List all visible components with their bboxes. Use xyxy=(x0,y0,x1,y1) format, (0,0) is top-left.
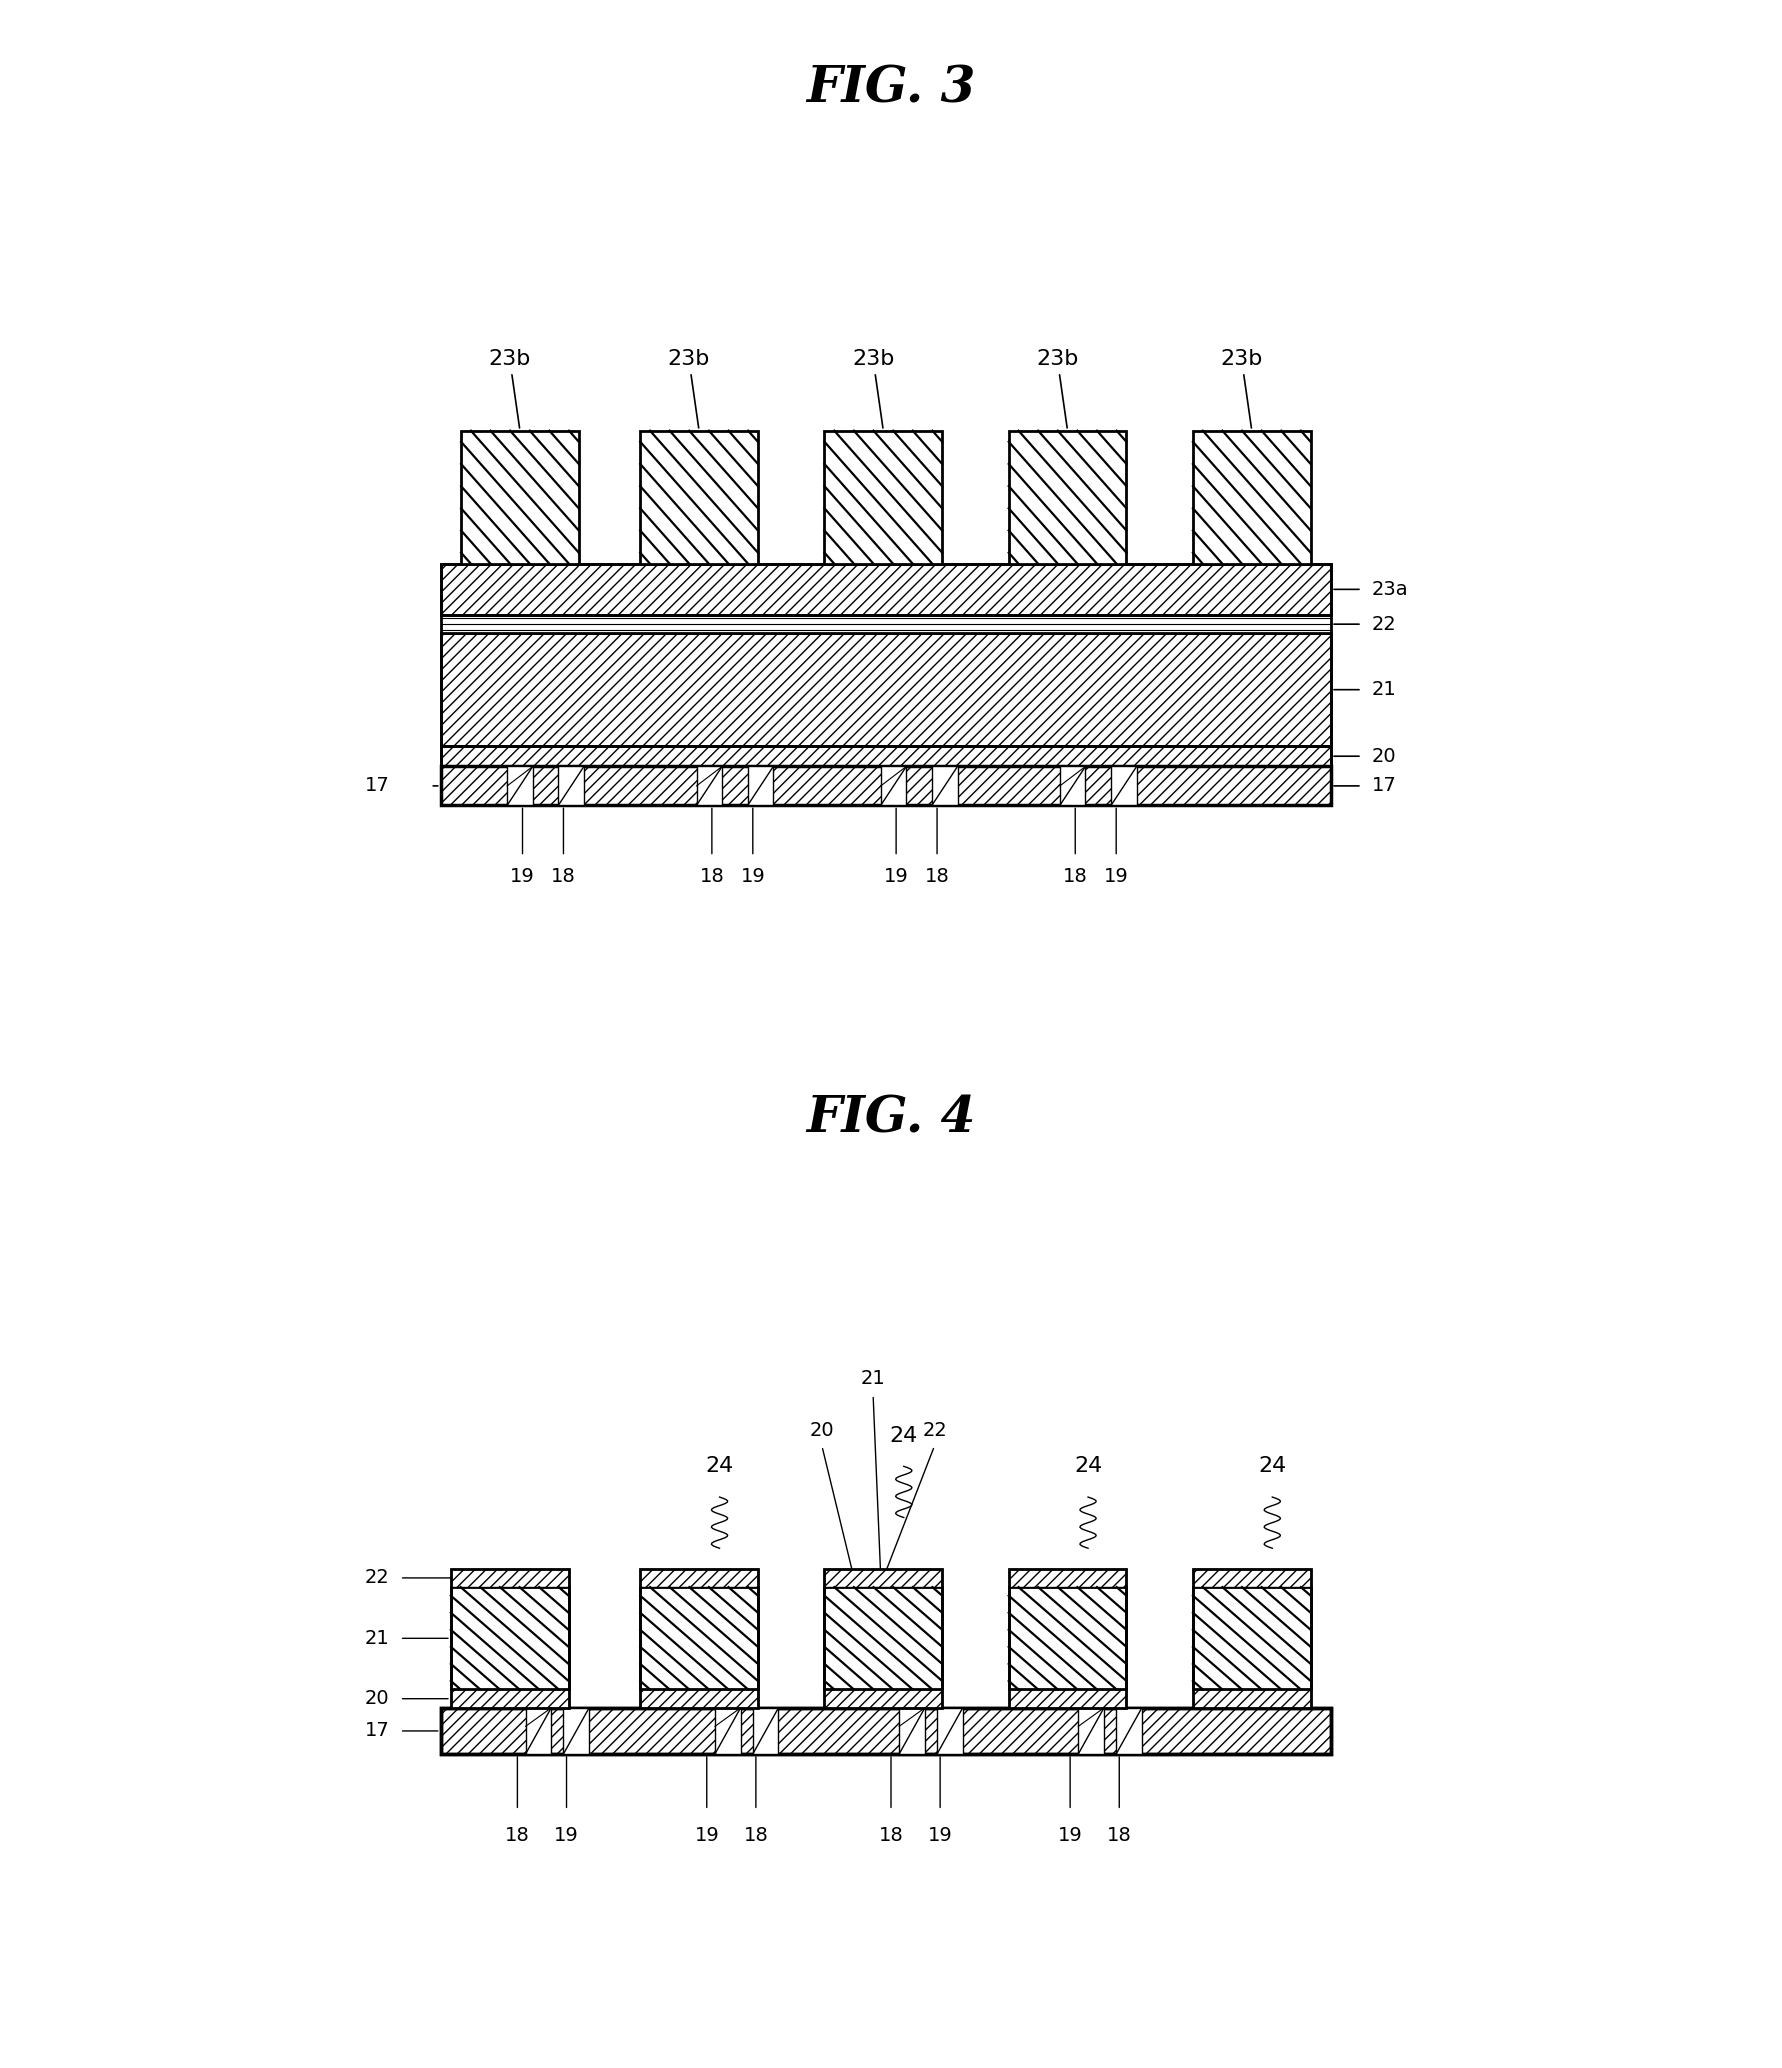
Text: 18: 18 xyxy=(879,1826,903,1845)
Text: 23b: 23b xyxy=(488,349,531,428)
Bar xyxy=(558,767,584,804)
Text: 19: 19 xyxy=(695,1826,720,1845)
Text: 19: 19 xyxy=(1059,1826,1082,1845)
Text: 24: 24 xyxy=(1075,1456,1101,1477)
Bar xyxy=(508,767,533,804)
Bar xyxy=(440,1708,1331,1754)
Bar xyxy=(825,1570,943,1708)
Text: 19: 19 xyxy=(554,1826,579,1845)
Bar xyxy=(1192,1570,1312,1586)
Bar xyxy=(880,767,907,804)
Bar xyxy=(640,1690,757,1708)
Text: 19: 19 xyxy=(741,866,764,887)
Text: 20: 20 xyxy=(809,1421,834,1439)
Bar xyxy=(1009,1586,1126,1690)
Bar xyxy=(1060,767,1085,804)
Text: 18: 18 xyxy=(743,1826,768,1845)
Bar xyxy=(1110,767,1137,804)
Text: 23b: 23b xyxy=(668,349,709,428)
Bar xyxy=(697,767,722,804)
Text: 18: 18 xyxy=(925,866,950,887)
Text: 18: 18 xyxy=(1062,866,1087,887)
Bar xyxy=(640,1570,757,1708)
Text: 22: 22 xyxy=(921,1421,946,1439)
Text: 20: 20 xyxy=(365,1690,390,1708)
Bar xyxy=(440,614,1331,633)
Bar xyxy=(1009,430,1126,565)
Text: 23b: 23b xyxy=(852,349,895,428)
Text: 21: 21 xyxy=(1372,680,1397,699)
Text: 22: 22 xyxy=(365,1568,390,1588)
Bar xyxy=(1078,1708,1103,1754)
Bar xyxy=(825,430,943,565)
Text: 23b: 23b xyxy=(1035,349,1078,428)
Text: 23b: 23b xyxy=(1221,349,1263,428)
Bar xyxy=(1192,430,1312,565)
Bar xyxy=(440,633,1331,747)
Text: 24: 24 xyxy=(1258,1456,1287,1477)
Bar xyxy=(715,1708,741,1754)
Bar xyxy=(451,1570,568,1708)
Bar xyxy=(1192,1690,1312,1708)
Text: 19: 19 xyxy=(928,1826,953,1845)
Text: 18: 18 xyxy=(1107,1826,1132,1845)
Text: 18: 18 xyxy=(504,1826,529,1845)
Bar xyxy=(937,1708,962,1754)
Bar xyxy=(748,767,773,804)
Bar xyxy=(440,747,1331,767)
Text: 17: 17 xyxy=(365,1721,390,1741)
Bar xyxy=(440,565,1331,614)
Text: 18: 18 xyxy=(551,866,576,887)
Text: 24: 24 xyxy=(889,1425,918,1446)
Bar xyxy=(451,1690,568,1708)
Text: 21: 21 xyxy=(861,1369,886,1388)
Bar xyxy=(1009,1570,1126,1708)
Text: 18: 18 xyxy=(700,866,723,887)
Text: 17: 17 xyxy=(365,776,390,796)
Text: 21: 21 xyxy=(365,1630,390,1648)
Bar xyxy=(900,1708,925,1754)
Bar xyxy=(825,1570,943,1586)
Bar xyxy=(640,1586,757,1690)
Bar xyxy=(440,747,1331,767)
Bar xyxy=(1009,1570,1126,1586)
Text: 19: 19 xyxy=(1103,866,1128,887)
Text: 19: 19 xyxy=(884,866,909,887)
Bar xyxy=(451,1586,568,1690)
Bar xyxy=(526,1708,551,1754)
Bar xyxy=(440,767,1331,804)
Bar xyxy=(440,633,1331,747)
Bar xyxy=(563,1708,590,1754)
Text: 19: 19 xyxy=(510,866,535,887)
Bar xyxy=(1192,1586,1312,1690)
Bar xyxy=(640,430,757,565)
Bar xyxy=(462,430,579,565)
Bar xyxy=(1116,1708,1142,1754)
Text: 17: 17 xyxy=(1372,776,1397,796)
Bar xyxy=(440,1708,1331,1754)
Text: 23a: 23a xyxy=(1372,579,1410,600)
Bar xyxy=(440,767,1331,804)
Bar xyxy=(825,1690,943,1708)
Text: 24: 24 xyxy=(706,1456,734,1477)
Text: 22: 22 xyxy=(1372,614,1397,633)
Bar xyxy=(640,1570,757,1586)
Bar xyxy=(752,1708,779,1754)
Text: FIG. 4: FIG. 4 xyxy=(805,1094,977,1144)
Text: FIG. 3: FIG. 3 xyxy=(805,64,977,114)
Bar xyxy=(932,767,957,804)
Text: 20: 20 xyxy=(1372,747,1397,765)
Bar xyxy=(1009,1690,1126,1708)
Bar xyxy=(1192,1570,1312,1708)
Bar xyxy=(451,1570,568,1586)
Bar xyxy=(440,565,1331,614)
Bar xyxy=(825,1586,943,1690)
